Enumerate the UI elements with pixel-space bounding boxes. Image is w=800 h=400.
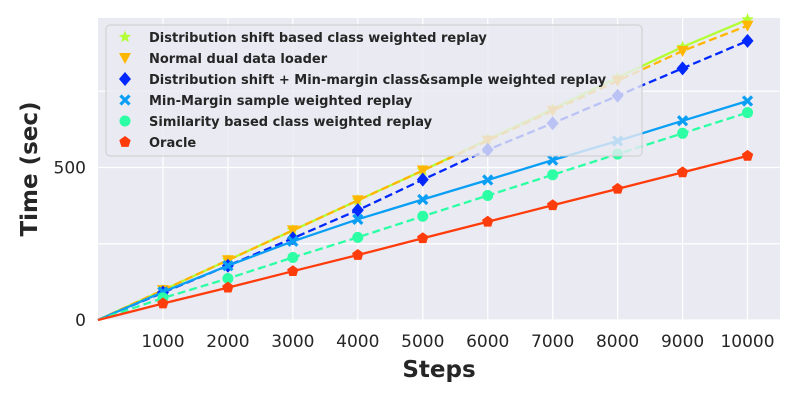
legend-label: Distribution shift + Min-margin class&sa… <box>149 73 607 88</box>
data-point <box>222 273 234 285</box>
data-point <box>741 33 754 48</box>
legend-item: Min-Margin sample weighted replay <box>119 94 413 109</box>
data-point <box>742 107 754 119</box>
legend-label: Distribution shift based class weighted … <box>149 31 487 46</box>
data-point <box>482 190 494 202</box>
data-point <box>416 172 429 187</box>
data-point <box>741 149 754 161</box>
y-tick-label: 500 <box>54 158 86 178</box>
x-tick-label: 7000 <box>531 332 574 352</box>
x-tick-label: 6000 <box>466 332 509 352</box>
data-point <box>417 193 429 206</box>
legend-label: Normal dual data loader <box>149 52 328 67</box>
data-point <box>286 225 299 237</box>
data-point <box>287 265 299 277</box>
x-axis-label: Steps <box>402 357 475 383</box>
legend-marker <box>119 136 131 147</box>
legend-label: Oracle <box>149 136 196 151</box>
data-point <box>352 213 364 225</box>
legend-item: Distribution shift + Min-margin class&sa… <box>119 72 607 88</box>
data-point <box>482 174 494 186</box>
data-point <box>677 127 689 139</box>
data-point <box>676 61 689 76</box>
x-tick-labels: 1000 2000 3000 4000 5000 6000 7000 8000 9000 1000… <box>141 332 774 352</box>
data-point <box>547 154 559 166</box>
legend-item: Similarity based class weighted replay <box>119 115 433 130</box>
legend-item: Distribution shift based class weighted … <box>118 30 487 46</box>
legend-marker <box>119 53 131 64</box>
legend-marker <box>118 30 132 43</box>
y-axis-label: Time (sec) <box>17 101 43 236</box>
data-point <box>676 45 689 57</box>
x-tick-label: 2000 <box>206 332 249 352</box>
x-tick-label: 3000 <box>271 332 314 352</box>
x-tick-label: 5000 <box>401 332 444 352</box>
data-point <box>741 95 754 107</box>
data-point <box>676 115 689 127</box>
data-point <box>417 210 429 222</box>
data-point <box>547 169 559 181</box>
data-point <box>352 231 364 243</box>
legend: Distribution shift based class weighted … <box>105 24 643 157</box>
x-tick-label: 9000 <box>661 332 704 352</box>
legend-label: Similarity based class weighted replay <box>149 115 433 130</box>
data-point <box>482 215 494 227</box>
data-point <box>676 166 689 178</box>
data-point <box>287 251 299 263</box>
series-oracle <box>97 149 754 322</box>
data-point <box>352 249 364 260</box>
data-point <box>222 260 234 272</box>
x-tick-label: 8000 <box>596 332 639 352</box>
x-tick-label: 1000 <box>141 332 184 352</box>
legend-item: Oracle <box>119 136 196 151</box>
x-tick-label: 4000 <box>336 332 379 352</box>
legend-item: Normal dual data loader <box>119 52 328 67</box>
data-point <box>351 195 364 207</box>
data-point <box>546 199 559 211</box>
data-point <box>741 20 754 32</box>
data-point <box>611 182 624 194</box>
data-point <box>417 232 429 244</box>
legend-marker <box>119 115 131 127</box>
data-point <box>741 13 754 25</box>
legend-frame <box>105 24 643 157</box>
data-point <box>287 235 299 247</box>
x-tick-label: 10000 <box>720 332 774 352</box>
data-point <box>416 165 429 177</box>
data-point <box>351 203 364 218</box>
data-point <box>157 297 169 309</box>
data-point <box>222 281 234 293</box>
y-tick-labels: 0 500 <box>54 158 86 331</box>
legend-label: Min-Margin sample weighted replay <box>149 94 413 109</box>
legend-marker <box>119 94 131 106</box>
legend-marker <box>119 72 131 86</box>
y-tick-label: 0 <box>75 311 86 331</box>
